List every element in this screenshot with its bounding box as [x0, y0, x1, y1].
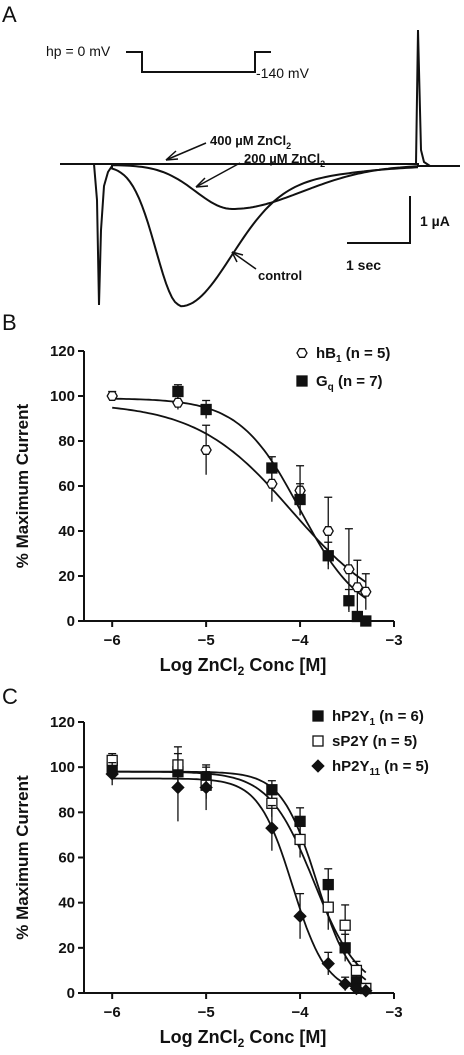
data-point-series-2	[338, 977, 352, 991]
legend-marker-0	[296, 348, 308, 358]
data-point-series-2	[171, 780, 185, 795]
panel-letter-c: C	[2, 684, 18, 709]
y-axis-label: % Maximum Current	[13, 775, 32, 940]
y-tick-label: 80	[58, 804, 75, 821]
y-tick-label: 40	[58, 895, 75, 912]
data-point-series-0	[266, 478, 278, 489]
holding-potential-label: hp = 0 mV	[46, 43, 111, 59]
arrow-200uM	[195, 162, 241, 188]
y-axis-label: % Maximum Current	[13, 403, 32, 568]
y-tick-label: 60	[58, 850, 75, 867]
data-point-series-2	[321, 956, 335, 971]
data-point-series-1	[322, 550, 334, 562]
data-point-series-0	[351, 582, 364, 593]
arrowhead-400uM	[165, 150, 179, 161]
label-400uM: 400 µM ZnCl2	[210, 133, 291, 151]
data-point-series-1	[200, 403, 212, 416]
trace-tail-spike	[415, 29, 431, 167]
data-point-series-1	[360, 615, 372, 627]
y-tick-label: 60	[58, 478, 75, 495]
data-point-series-1	[294, 833, 306, 846]
fit-curve-series-0	[112, 406, 367, 583]
x-axis-label: Log ZnCl2 Conc [M]	[160, 1027, 327, 1050]
y-tick-label: 20	[58, 568, 75, 585]
voltage-protocol-step	[126, 51, 271, 73]
arrowhead-control	[231, 251, 244, 263]
data-point-series-1	[343, 595, 355, 607]
legend-label-1: Gq (n = 7)	[316, 373, 383, 393]
label-200uM: 200 µM ZnCl2	[244, 151, 325, 169]
y-tick-label: 80	[58, 433, 75, 450]
legend-label-0: hB1 (n = 5)	[316, 345, 390, 365]
data-point-series-0	[172, 397, 184, 408]
chart-c: 0 20 40 60 80 100 120 −6 −5 −4 −3 % Maximum Current…	[13, 708, 429, 1050]
panel-b: B 0 20 40 60 80 100 120 −6 −5 −4 −3 % Maximum Curre…	[2, 310, 403, 678]
data-point-series-2	[265, 821, 279, 835]
y-tick-label: 20	[58, 940, 75, 957]
data-point-series-0	[106, 391, 118, 401]
y-tick-label: 120	[50, 343, 75, 360]
panel-c: C 0 20 40 60 80 100 120 −6 −5 −4 −3 % Maximum Curre…	[2, 684, 429, 1050]
data-point-series-2	[199, 780, 213, 795]
data-point-series-2	[359, 984, 373, 998]
scale-bar	[347, 196, 411, 244]
legend-marker-2	[311, 759, 325, 773]
data-point-series-0	[360, 586, 372, 597]
x-tick-label: −5	[198, 632, 215, 649]
scale-bar-current: 1 µA	[420, 213, 450, 229]
x-tick-label: −6	[104, 1004, 121, 1021]
panel-letter-b: B	[2, 310, 17, 335]
y-tick-label: 100	[50, 759, 75, 776]
data-point-series-1	[172, 385, 184, 398]
trace-onset-transient	[93, 163, 113, 306]
x-tick-label: −6	[104, 632, 121, 649]
legend-marker-0	[312, 710, 324, 722]
legend-label-0: hP2Y1 (n = 6)	[332, 708, 424, 728]
x-axis-label: Log ZnCl2 Conc [M]	[160, 655, 327, 678]
y-tick-label: 100	[50, 388, 75, 405]
legend-label-2: hP2Y11 (n = 5)	[332, 758, 429, 778]
legend-label-1: sP2Y (n = 5)	[332, 733, 417, 750]
data-point-series-2	[293, 909, 307, 923]
data-point-series-1	[322, 901, 334, 913]
trace-control	[111, 166, 419, 308]
data-point-series-1	[294, 493, 306, 506]
label-control: control	[258, 268, 302, 283]
data-point-series-2	[105, 767, 119, 781]
y-tick-label: 120	[50, 714, 75, 731]
x-tick-label: −5	[198, 1004, 215, 1021]
x-tick-label: −3	[385, 632, 402, 649]
chart-b: 0 20 40 60 80 100 120 −6 −5 −4 −3 % Maximum Current…	[13, 343, 403, 678]
arrowhead-200uM	[195, 177, 209, 188]
data-point-series-0	[322, 526, 334, 536]
y-tick-label: 0	[67, 985, 75, 1002]
trace-200uM	[111, 164, 419, 210]
x-tick-label: −4	[292, 632, 310, 649]
arrow-400uM	[165, 142, 207, 161]
data-point-series-1	[350, 964, 363, 977]
data-point-series-2	[349, 981, 364, 996]
y-tick-label: 0	[67, 613, 75, 630]
x-tick-label: −3	[385, 1004, 402, 1021]
step-potential-label: -140 mV	[256, 65, 310, 81]
scale-bar-time: 1 sec	[346, 257, 381, 273]
panel-letter-a: A	[2, 2, 17, 27]
legend-marker-1	[312, 735, 324, 747]
arrow-control	[231, 251, 257, 270]
y-tick-label: 40	[58, 523, 75, 540]
data-point-series-1	[339, 919, 351, 931]
data-point-series-0	[200, 445, 212, 455]
legend-marker-1	[296, 375, 308, 387]
data-point-series-0	[343, 564, 355, 575]
panel-a: A hp = 0 mV -140 mV 400 µM ZnCl2 200 µM …	[2, 2, 460, 308]
data-point-series-1	[266, 462, 278, 474]
x-tick-label: −4	[292, 1004, 310, 1021]
